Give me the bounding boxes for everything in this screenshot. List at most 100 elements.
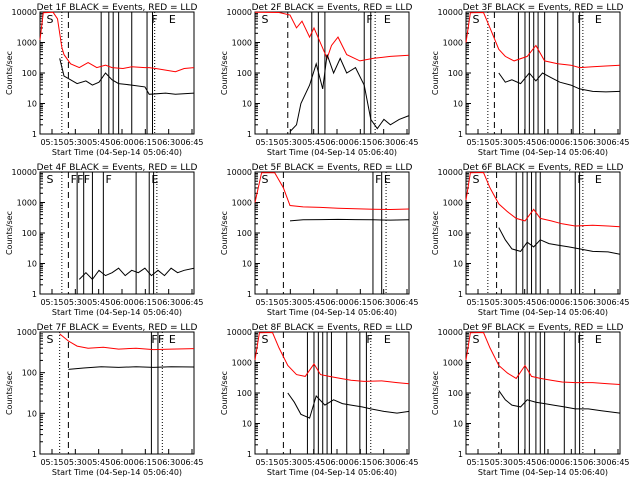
y-axis-label: Counts/sec <box>220 211 229 255</box>
marker-s: S <box>473 173 480 186</box>
y-axis-label: Counts/sec <box>5 211 14 255</box>
series-lld-line <box>465 11 621 69</box>
series-lld-line <box>254 331 410 385</box>
plot-frame <box>465 331 621 455</box>
marker-f: F <box>151 13 157 26</box>
x-tick-label: 05:30 <box>490 298 513 307</box>
series-lld-line <box>254 172 410 211</box>
x-tick-label: 05:30 <box>279 298 302 307</box>
x-tick-label: 06:15 <box>134 458 157 467</box>
x-tick-label: 06:00 <box>325 298 348 307</box>
chart-title: Det 4F BLACK = Events, RED = LLD <box>37 163 198 173</box>
x-tick-label: 06:30 <box>583 458 606 467</box>
x-tick-label: 06:45 <box>395 458 418 467</box>
y-tick-label: 1000 <box>17 39 37 48</box>
y-tick-label: 1000 <box>232 39 252 48</box>
x-tick-label: 05:15 <box>255 138 278 147</box>
x-tick-label: 06:00 <box>110 458 133 467</box>
marker-s: S <box>47 13 54 26</box>
x-tick-label: 05:15 <box>255 458 278 467</box>
marker-f: F <box>84 173 90 186</box>
y-tick-label: 100 <box>237 389 252 398</box>
marker-f: F <box>366 333 372 346</box>
chart-panel-5: Det 5F BLACK = Events, RED = LLD 1 10 100 10… <box>220 163 419 317</box>
x-tick-label: 06:15 <box>134 298 157 307</box>
marker-f: F <box>151 333 157 346</box>
marker-e: E <box>151 173 158 186</box>
x-tick-label: 06:45 <box>395 298 418 307</box>
y-tick-label: 100 <box>448 389 463 398</box>
chart-panel-7: Det 7F BLACK = Events, RED = LLD 1 10 100 10… <box>5 323 204 477</box>
y-axis-label: Counts/sec <box>431 211 440 255</box>
series-lld-line <box>59 333 195 351</box>
x-tick-label: 05:15 <box>40 458 63 467</box>
x-axis-label: Start Time (04-Sep-14 05:06:40) <box>478 148 608 157</box>
marker-s: S <box>262 173 269 186</box>
x-axis-label: Start Time (04-Sep-14 05:06:40) <box>267 148 397 157</box>
y-tick-label: 10 <box>27 260 37 269</box>
marker-f: F <box>577 333 583 346</box>
series-events-line <box>498 227 621 255</box>
chart-title: Det 1F BLACK = Events, RED = LLD <box>37 3 198 13</box>
x-axis-label: Start Time (04-Sep-14 05:06:40) <box>52 308 182 317</box>
y-tick-label: 1 <box>247 130 252 139</box>
y-tick-label: 1000 <box>443 39 463 48</box>
series-events-line <box>78 267 195 281</box>
y-tick-label: 10 <box>27 100 37 109</box>
y-tick-label: 1000 <box>232 199 252 208</box>
plot-frame <box>39 171 195 295</box>
y-tick-label: 10000 <box>12 168 37 177</box>
x-tick-label: 05:30 <box>490 138 513 147</box>
chart-title: Det 9F BLACK = Events, RED = LLD <box>463 323 624 333</box>
y-axis-label: Counts/sec <box>5 51 14 95</box>
x-tick-label: 05:45 <box>302 138 325 147</box>
x-tick-label: 05:45 <box>513 138 536 147</box>
y-axis-label: Counts/sec <box>431 51 440 95</box>
y-tick-label: 1 <box>458 290 463 299</box>
y-tick-label: 1 <box>458 130 463 139</box>
plot-frame <box>39 331 195 455</box>
series-events-line <box>498 72 621 93</box>
x-tick-label: 06:15 <box>134 138 157 147</box>
y-tick-label: 10000 <box>12 8 37 17</box>
x-tick-label: 05:30 <box>279 458 302 467</box>
x-axis-label: Start Time (04-Sep-14 05:06:40) <box>478 468 608 477</box>
marker-f: F <box>158 333 164 346</box>
y-tick-label: 10000 <box>438 328 463 337</box>
y-tick-label: 10 <box>453 260 463 269</box>
x-tick-label: 06:45 <box>606 138 629 147</box>
marker-e: E <box>595 13 602 26</box>
series-events-line <box>59 58 195 95</box>
series-events-line <box>498 390 621 414</box>
chart-panel-4: Det 4F BLACK = Events, RED = LLD 1 10 100 10… <box>5 163 204 317</box>
x-tick-label: 06:00 <box>325 138 348 147</box>
x-axis-label: Start Time (04-Sep-14 05:06:40) <box>267 468 397 477</box>
chart-title: Det 3F BLACK = Events, RED = LLD <box>463 3 624 13</box>
y-tick-label: 1000 <box>232 359 252 368</box>
y-axis-label: Counts/sec <box>5 371 14 415</box>
x-tick-label: 05:15 <box>40 138 63 147</box>
x-tick-label: 06:30 <box>583 138 606 147</box>
marker-s: S <box>473 333 480 346</box>
x-tick-label: 05:30 <box>490 458 513 467</box>
x-tick-label: 06:30 <box>157 458 180 467</box>
marker-f: F <box>77 173 83 186</box>
plot-frame <box>254 331 410 455</box>
x-tick-label: 05:15 <box>255 298 278 307</box>
y-tick-label: 100 <box>237 69 252 78</box>
x-tick-label: 06:30 <box>372 138 395 147</box>
y-tick-label: 1000 <box>17 199 37 208</box>
marker-f: F <box>71 173 77 186</box>
x-tick-label: 05:30 <box>64 458 87 467</box>
chart-title: Det 7F BLACK = Events, RED = LLD <box>37 323 198 333</box>
y-tick-label: 1 <box>32 290 37 299</box>
y-axis-label: Counts/sec <box>220 371 229 415</box>
x-tick-label: 06:30 <box>372 458 395 467</box>
marker-s: S <box>473 13 480 26</box>
x-tick-label: 05:15 <box>466 138 489 147</box>
x-tick-label: 05:15 <box>466 298 489 307</box>
x-tick-label: 06:15 <box>560 298 583 307</box>
y-tick-label: 10 <box>453 420 463 429</box>
x-tick-label: 05:45 <box>513 298 536 307</box>
